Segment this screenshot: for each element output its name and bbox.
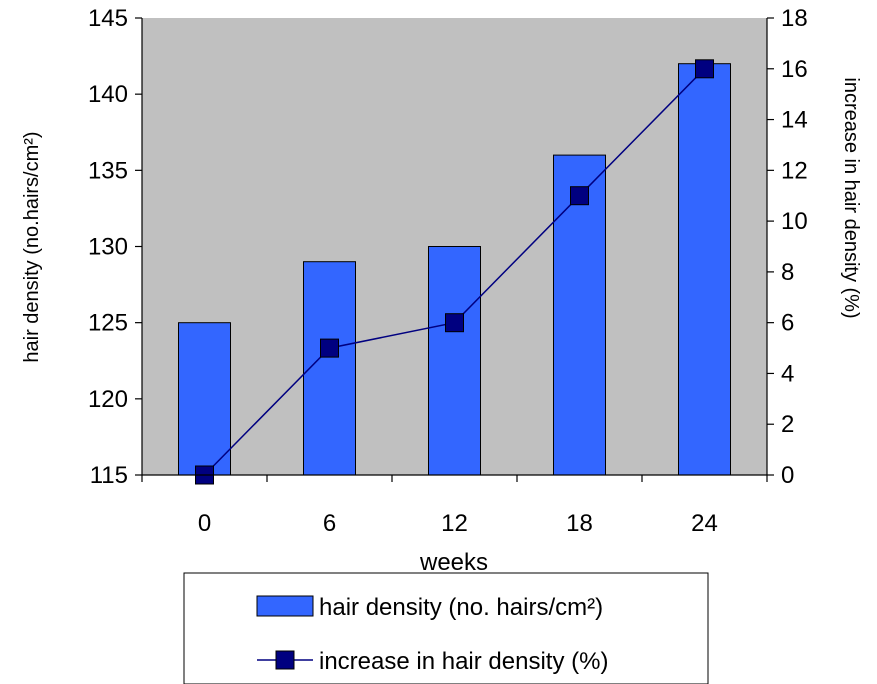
y-left-axis-title: hair density (no.hairs/cm²) (21, 131, 43, 362)
y-left-tick-label: 120 (88, 386, 128, 413)
y-left-tick-label: 125 (88, 310, 128, 337)
y-right-tick-label: 6 (781, 310, 794, 337)
x-tick-label: 12 (441, 510, 468, 537)
y-right-tick-label: 16 (781, 56, 808, 83)
y-right-tick-label: 8 (781, 259, 794, 286)
line-point-12 (445, 313, 464, 333)
y-left-tick-label: 140 (88, 81, 128, 108)
y-left-tick-label: 130 (88, 234, 128, 261)
y-right-tick-label: 10 (781, 208, 808, 235)
legend-swatch-bar (256, 595, 314, 617)
x-axis-title: weeks (419, 549, 488, 576)
legend-swatch-marker (275, 650, 295, 670)
bars-layer (178, 63, 731, 476)
line-point-18 (570, 186, 589, 206)
x-tick-label: 0 (198, 510, 211, 537)
legend: hair density (no. hairs/cm²) increase in… (183, 572, 709, 684)
legend-label-line: increase in hair density (%) (319, 648, 608, 675)
ticks-layer (135, 17, 774, 482)
x-tick-label: 24 (691, 510, 718, 537)
x-tick-label: 6 (323, 510, 336, 537)
y-right-tick-label: 12 (781, 157, 808, 184)
legend-box (183, 572, 709, 684)
y-right-axis-title: increase in hair density (%) (840, 77, 862, 318)
y-left-tick-label: 115 (90, 462, 128, 489)
y-right-tick-label: 0 (781, 462, 794, 489)
bar-24 (678, 63, 731, 476)
bar-12 (428, 246, 481, 476)
y-right-tick-label: 18 (781, 5, 808, 32)
legend-label-bar: hair density (no. hairs/cm²) (319, 594, 603, 621)
line-layer (195, 59, 714, 485)
y-right-tick-label: 2 (781, 411, 794, 438)
line-point-24 (695, 59, 714, 79)
y-left-tick-label: 135 (88, 157, 128, 184)
bar-18 (553, 154, 606, 476)
y-left-tick-label: 145 (88, 5, 128, 32)
y-right-tick-label: 14 (781, 107, 808, 134)
x-tick-label: 18 (566, 510, 593, 537)
bar-6 (303, 261, 356, 476)
line-point-6 (320, 338, 339, 358)
y-right-tick-label: 4 (781, 360, 794, 387)
bar-0 (178, 322, 231, 476)
